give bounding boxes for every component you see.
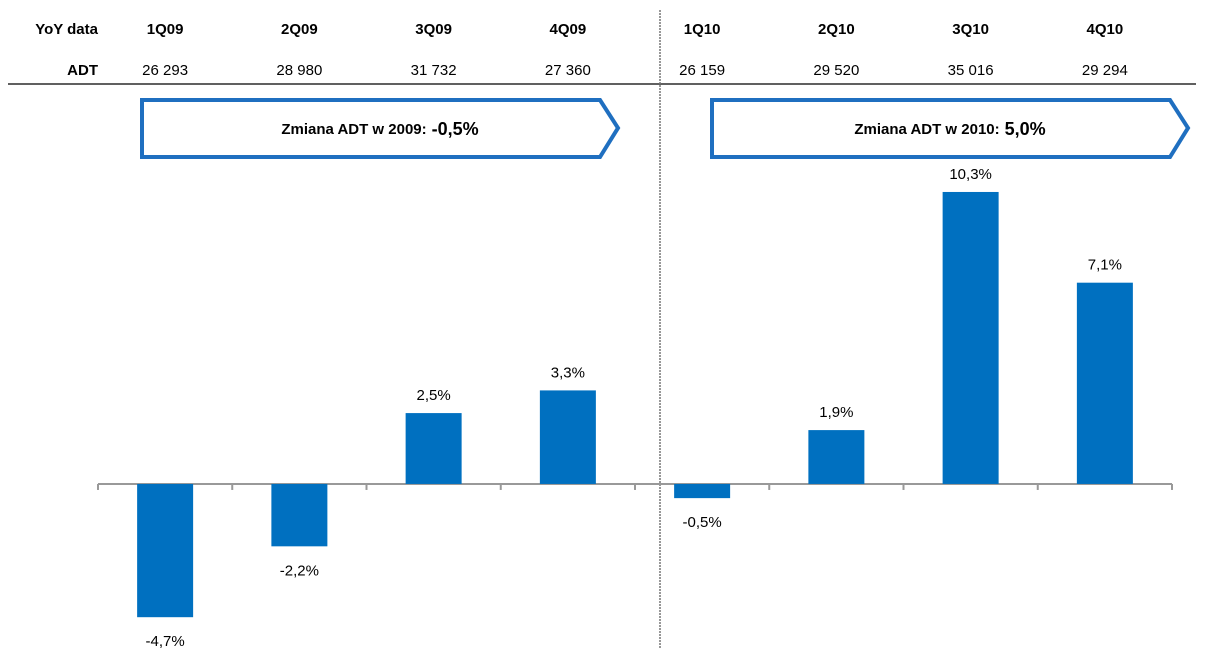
column-header: 2Q10 (818, 21, 855, 38)
callout-text: Zmiana ADT w 2009: (281, 121, 426, 138)
callout-arrow (710, 98, 1191, 159)
column-header: 3Q09 (415, 21, 452, 38)
adt-value: 27 360 (545, 62, 591, 79)
callout-value: 5,0% (1005, 119, 1046, 139)
table-header: YoY data (35, 21, 98, 38)
column-header: 1Q09 (147, 21, 184, 38)
callout-text: Zmiana ADT w 2010: (854, 121, 999, 138)
bar (1076, 282, 1133, 484)
data-label: 10,3% (949, 166, 992, 183)
data-label: -0,5% (683, 514, 722, 531)
column-header: 1Q10 (684, 21, 721, 38)
adt-value: 28 980 (276, 62, 322, 79)
bar (942, 191, 999, 484)
bar (674, 483, 731, 499)
row-label: ADT (67, 62, 98, 79)
data-label: 1,9% (819, 404, 853, 421)
adt-value: 31 732 (411, 62, 457, 79)
column-header: 4Q10 (1087, 21, 1124, 38)
callout: Zmiana ADT w 2010: 5,0% (854, 119, 1045, 139)
data-label: -4,7% (146, 633, 185, 649)
data-label: 2,5% (417, 387, 451, 404)
data-label: 3,3% (551, 364, 585, 381)
bar (271, 483, 328, 547)
callout: Zmiana ADT w 2009: -0,5% (281, 119, 478, 139)
adt-value: 29 294 (1082, 62, 1128, 79)
callout-arrow (140, 98, 621, 159)
column-header: 3Q10 (952, 21, 989, 38)
column-header: 4Q09 (550, 21, 587, 38)
adt-value: 26 293 (142, 62, 188, 79)
callout-value: -0,5% (432, 119, 479, 139)
adt-value: 26 159 (679, 62, 725, 79)
data-label: -2,2% (280, 562, 319, 579)
data-label: 7,1% (1088, 257, 1122, 274)
column-header: 2Q09 (281, 21, 318, 38)
bar (137, 483, 194, 618)
adt-value: 35 016 (948, 62, 994, 79)
bar (539, 390, 596, 484)
adt-value: 29 520 (813, 62, 859, 79)
bar (808, 430, 865, 484)
bar (405, 413, 462, 484)
